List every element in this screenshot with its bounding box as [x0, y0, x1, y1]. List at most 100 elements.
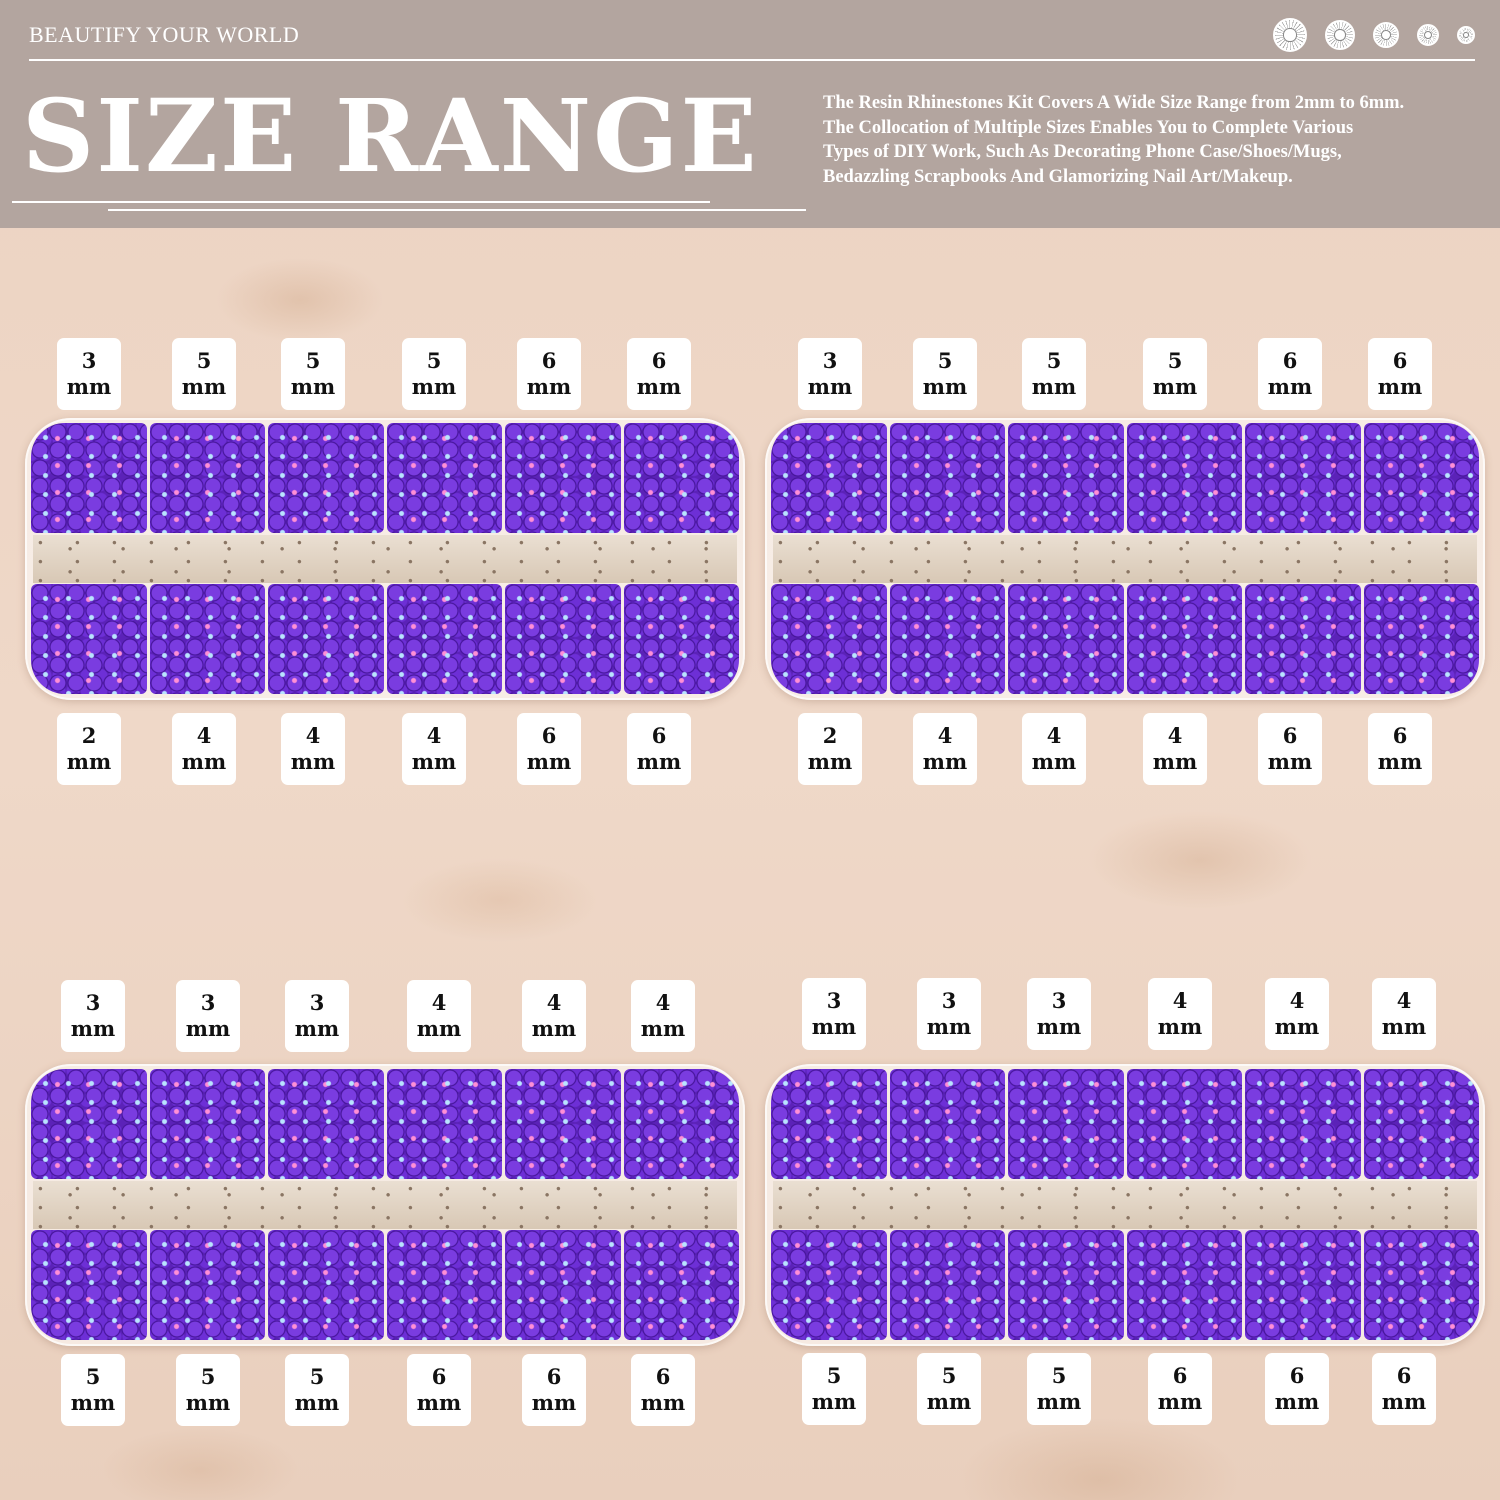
size-label: 4 mm	[1148, 978, 1212, 1050]
size-value: 5	[426, 348, 442, 373]
rhinestone-compartment	[771, 584, 887, 694]
size-value: 4	[1396, 988, 1412, 1013]
size-unit: mm	[181, 374, 227, 399]
size-label: 5 mm	[917, 1353, 981, 1425]
size-unit: mm	[526, 749, 572, 774]
size-label: 5 mm	[1022, 338, 1086, 410]
rhinestone-icon	[1457, 26, 1475, 44]
size-unit: mm	[181, 749, 227, 774]
tray-divider-strip	[33, 1181, 737, 1229]
description-line: The Resin Rhinestones Kit Covers A Wide …	[823, 93, 1405, 113]
rhinestone-compartment	[1245, 1230, 1361, 1340]
size-value: 2	[822, 723, 838, 748]
size-value: 4	[305, 723, 321, 748]
rhinestone-compartment	[386, 584, 502, 694]
rhinestone-compartment	[505, 1069, 621, 1179]
size-unit: mm	[1381, 1389, 1427, 1414]
rhinestone-compartment	[31, 1069, 147, 1179]
size-unit: mm	[1157, 1014, 1203, 1039]
size-unit: mm	[416, 1016, 462, 1041]
size-unit: mm	[70, 1390, 116, 1415]
size-value: 6	[1289, 1363, 1305, 1388]
rhinestone-compartment	[505, 584, 621, 694]
rhinestone-tray	[765, 418, 1485, 700]
size-unit: mm	[922, 749, 968, 774]
size-value: 4	[1046, 723, 1062, 748]
size-label: 6 mm	[631, 1354, 695, 1426]
rhinestone-compartment	[149, 1230, 265, 1340]
description-line: The Collocation of Multiple Sizes Enable…	[823, 117, 1354, 138]
size-label: 4 mm	[913, 713, 977, 785]
size-unit: mm	[811, 1389, 857, 1414]
rhinestone-icon	[1417, 24, 1439, 46]
rhinestone-compartment	[1363, 1069, 1479, 1179]
size-label: 5 mm	[281, 338, 345, 410]
rhinestone-compartment	[1245, 1069, 1361, 1179]
rhinestone-compartment	[1363, 1230, 1479, 1340]
size-label: 3 mm	[285, 980, 349, 1052]
size-unit: mm	[294, 1016, 340, 1041]
rhinestone-compartment	[771, 423, 887, 533]
size-unit: mm	[185, 1390, 231, 1415]
size-value: 6	[1282, 348, 1298, 373]
tray-row-top	[31, 1069, 739, 1179]
divider	[29, 59, 1475, 61]
rhinestone-compartment	[1008, 1230, 1124, 1340]
size-unit: mm	[1381, 1014, 1427, 1039]
size-unit: mm	[66, 374, 112, 399]
tray-divider-strip	[773, 535, 1477, 583]
rhinestone-compartment	[1126, 423, 1242, 533]
rhinestone-compartment	[623, 584, 739, 694]
size-unit: mm	[1036, 1389, 1082, 1414]
rhinestone-compartment	[268, 584, 384, 694]
size-value: 5	[85, 1364, 101, 1389]
size-label: 5 mm	[172, 338, 236, 410]
size-label: 3 mm	[61, 980, 125, 1052]
rhinestone-compartment	[386, 1230, 502, 1340]
description-line: Bedazzling Scrapbooks And Glamorizing Na…	[823, 167, 1293, 188]
size-value: 5	[937, 348, 953, 373]
size-unit: mm	[1267, 374, 1313, 399]
size-label: 5 mm	[913, 338, 977, 410]
size-value: 5	[305, 348, 321, 373]
size-value: 4	[426, 723, 442, 748]
size-label: 2 mm	[57, 713, 121, 785]
size-unit: mm	[290, 374, 336, 399]
rhinestone-compartment	[623, 423, 739, 533]
rhinestone-compartment	[31, 1230, 147, 1340]
size-value: 4	[937, 723, 953, 748]
size-unit: mm	[66, 749, 112, 774]
tray-row-bottom	[31, 1230, 739, 1340]
size-label: 5 mm	[285, 1354, 349, 1426]
rhinestone-compartment	[268, 1069, 384, 1179]
size-value: 5	[200, 1364, 216, 1389]
rhinestone-compartment	[623, 1230, 739, 1340]
size-label: 6 mm	[1372, 1353, 1436, 1425]
size-value: 5	[826, 1363, 842, 1388]
size-value: 6	[541, 348, 557, 373]
rhinestone-compartment	[889, 1069, 1005, 1179]
size-label: 3 mm	[1027, 978, 1091, 1050]
size-label: 6 mm	[1258, 338, 1322, 410]
header-banner: BEAUTIFY YOUR WORLD SIZE RANGE The Resin…	[0, 0, 1500, 228]
size-value: 4	[196, 723, 212, 748]
rhinestone-compartment	[1126, 584, 1242, 694]
size-value: 3	[85, 990, 101, 1015]
size-unit: mm	[636, 374, 682, 399]
rhinestone-compartment	[268, 423, 384, 533]
size-value: 3	[309, 990, 325, 1015]
size-unit: mm	[290, 749, 336, 774]
rhinestone-compartment	[1126, 1069, 1242, 1179]
size-label: 3 mm	[176, 980, 240, 1052]
size-unit: mm	[807, 749, 853, 774]
size-value: 3	[822, 348, 838, 373]
size-value: 6	[1172, 1363, 1188, 1388]
tagline: BEAUTIFY YOUR WORLD	[29, 22, 300, 47]
tray-row-top	[771, 1069, 1479, 1179]
size-label: 6 mm	[627, 713, 691, 785]
rhinestone-compartment	[1008, 423, 1124, 533]
rhinestone-compartment	[31, 584, 147, 694]
size-label: 6 mm	[1265, 1353, 1329, 1425]
size-label: 5 mm	[802, 1353, 866, 1425]
size-value: 6	[651, 348, 667, 373]
